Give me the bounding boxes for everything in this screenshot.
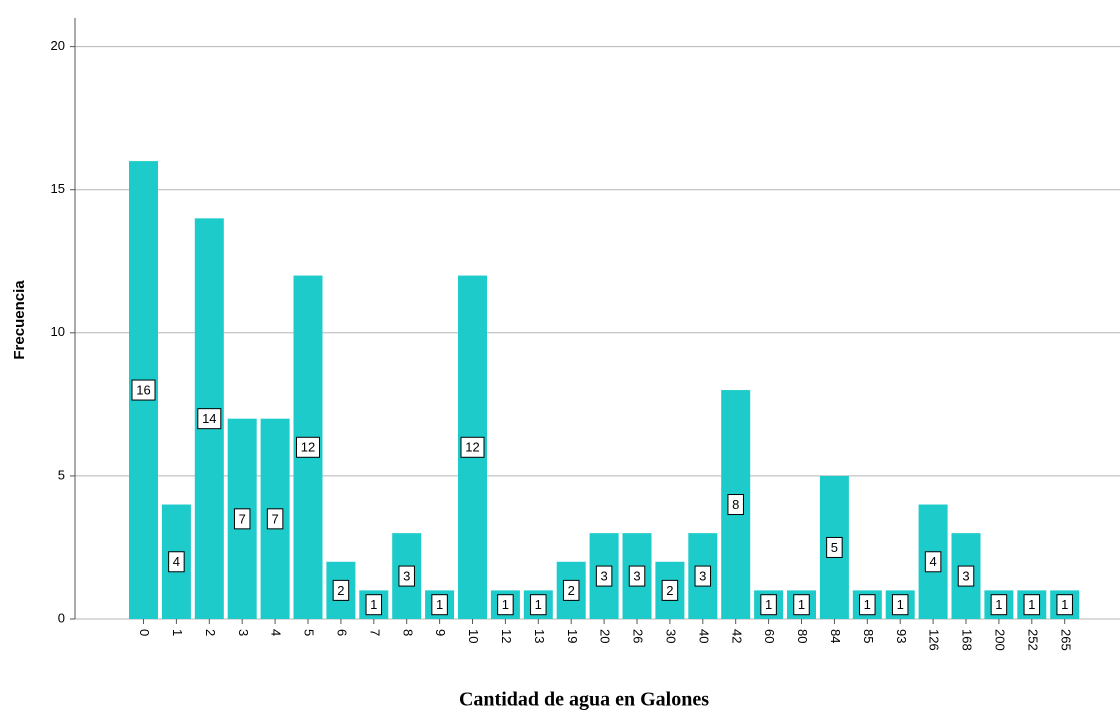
x-tick-label: 126 xyxy=(927,629,942,651)
value-label-box xyxy=(957,565,975,587)
value-label: 16 xyxy=(136,382,150,397)
x-axis-label: Cantidad de agua en Galones xyxy=(459,689,709,711)
value-label-box xyxy=(859,594,876,616)
x-tick-label: 9 xyxy=(433,629,448,636)
value-label-box xyxy=(924,551,942,573)
value-label: 1 xyxy=(864,597,871,612)
x-tick-label: 8 xyxy=(400,629,415,636)
value-label: 1 xyxy=(436,597,443,612)
value-label-box xyxy=(168,551,185,573)
value-label: 1 xyxy=(1028,597,1035,612)
x-tick-label: 26 xyxy=(631,629,646,643)
value-label-box xyxy=(530,594,547,616)
x-tick-label: 2 xyxy=(203,629,218,636)
value-label-box xyxy=(398,565,415,587)
value-label: 3 xyxy=(699,569,706,584)
value-label-box xyxy=(1023,594,1041,616)
x-tick-label: 7 xyxy=(367,629,382,636)
x-tick-label: 60 xyxy=(762,629,777,643)
value-label: 1 xyxy=(370,597,377,612)
value-label: 14 xyxy=(202,411,216,426)
value-label: 1 xyxy=(798,597,805,612)
value-label: 3 xyxy=(962,569,969,584)
value-label: 12 xyxy=(465,440,479,455)
value-label-box xyxy=(431,594,448,616)
value-label: 2 xyxy=(568,583,575,598)
value-label-box xyxy=(233,508,251,530)
value-label-box xyxy=(562,579,580,601)
x-tick-label: 200 xyxy=(992,629,1007,651)
y-tick-label: 0 xyxy=(58,610,65,625)
value-label-box xyxy=(365,594,383,616)
value-label-box xyxy=(595,565,613,587)
x-tick-label: 93 xyxy=(894,629,909,643)
x-tick-label: 85 xyxy=(861,629,876,643)
value-label-box xyxy=(826,536,843,558)
value-label: 5 xyxy=(831,540,838,555)
value-label-box xyxy=(891,594,909,616)
value-label: 1 xyxy=(535,597,542,612)
y-tick-label: 10 xyxy=(51,324,65,339)
x-tick-label: 1 xyxy=(170,629,185,636)
x-tick-label: 40 xyxy=(696,629,711,643)
y-tick-label: 5 xyxy=(58,467,65,482)
value-label-box xyxy=(661,579,679,601)
value-label: 3 xyxy=(633,569,640,584)
x-tick-label: 80 xyxy=(795,629,810,643)
value-label-box xyxy=(131,379,156,401)
x-tick-label: 19 xyxy=(565,629,580,643)
value-label: 8 xyxy=(732,497,739,512)
value-label-box xyxy=(266,508,284,530)
value-label: 3 xyxy=(403,569,410,584)
value-label: 3 xyxy=(600,569,607,584)
value-label-box xyxy=(332,579,350,601)
x-tick-label: 20 xyxy=(598,629,613,643)
value-label-box xyxy=(460,436,485,458)
y-tick-label: 20 xyxy=(51,38,65,53)
x-tick-label: 4 xyxy=(269,629,284,636)
value-label-box xyxy=(497,594,514,616)
value-label: 4 xyxy=(173,554,180,569)
x-tick-label: 30 xyxy=(663,629,678,643)
y-tick-label: 15 xyxy=(51,181,65,196)
value-label-box xyxy=(628,565,646,587)
value-label-box xyxy=(1056,594,1073,616)
value-label: 12 xyxy=(301,440,315,455)
value-label: 2 xyxy=(666,583,673,598)
value-label-box xyxy=(760,594,777,616)
value-label-box xyxy=(793,594,810,616)
value-label: 1 xyxy=(995,597,1002,612)
x-tick-label: 12 xyxy=(499,629,514,643)
x-tick-label: 168 xyxy=(960,629,975,651)
x-tick-label: 10 xyxy=(466,629,481,643)
x-tick-label: 13 xyxy=(532,629,547,643)
value-label: 1 xyxy=(765,597,772,612)
value-label: 7 xyxy=(239,511,246,526)
value-label: 4 xyxy=(929,554,936,569)
x-tick-label: 3 xyxy=(236,629,251,636)
y-axis-label: Frecuencia xyxy=(11,280,28,360)
x-tick-label: 42 xyxy=(729,629,744,643)
value-label: 1 xyxy=(502,597,509,612)
x-tick-label: 5 xyxy=(302,629,317,636)
value-label: 1 xyxy=(897,597,904,612)
value-label-box xyxy=(296,436,320,458)
value-label-box xyxy=(990,594,1008,616)
x-tick-label: 6 xyxy=(334,629,349,636)
x-tick-label: 84 xyxy=(828,629,843,643)
value-label-box xyxy=(694,565,712,587)
x-tick-label: 252 xyxy=(1025,629,1040,651)
value-label-box xyxy=(197,408,222,430)
x-tick-label: 0 xyxy=(137,629,152,636)
x-tick-label: 265 xyxy=(1058,629,1073,651)
value-label: 7 xyxy=(271,511,278,526)
value-label: 1 xyxy=(1061,597,1068,612)
value-label: 2 xyxy=(337,583,344,598)
value-label-box xyxy=(727,494,744,516)
